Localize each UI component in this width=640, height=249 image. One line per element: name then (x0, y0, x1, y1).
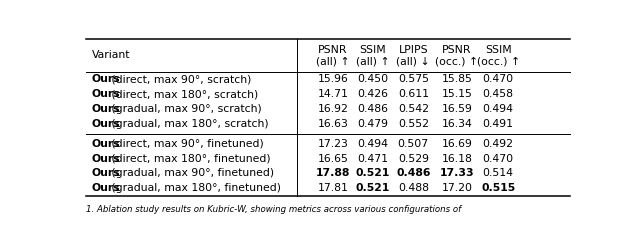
Text: Ours: Ours (92, 139, 120, 149)
Text: 17.33: 17.33 (440, 169, 474, 179)
Text: (occ.) ↑: (occ.) ↑ (477, 56, 520, 66)
Text: 0.426: 0.426 (357, 89, 388, 99)
Text: Ours: Ours (92, 104, 120, 114)
Text: Ours: Ours (92, 74, 120, 84)
Text: 0.514: 0.514 (483, 169, 514, 179)
Text: 0.494: 0.494 (483, 104, 514, 114)
Text: 0.529: 0.529 (398, 154, 429, 164)
Text: LPIPS: LPIPS (399, 45, 428, 55)
Text: (occ.) ↑: (occ.) ↑ (435, 56, 479, 66)
Text: Variant: Variant (92, 50, 131, 60)
Text: 0.552: 0.552 (398, 119, 429, 129)
Text: 0.486: 0.486 (396, 169, 431, 179)
Text: 16.34: 16.34 (442, 119, 472, 129)
Text: (direct, max 90°, finetuned): (direct, max 90°, finetuned) (108, 139, 264, 149)
Text: 0.521: 0.521 (355, 169, 390, 179)
Text: (direct, max 180°, finetuned): (direct, max 180°, finetuned) (108, 154, 271, 164)
Text: PSNR: PSNR (442, 45, 472, 55)
Text: Ours: Ours (92, 154, 120, 164)
Text: 16.65: 16.65 (317, 154, 348, 164)
Text: Ours: Ours (92, 183, 120, 193)
Text: 15.96: 15.96 (317, 74, 348, 84)
Text: 17.88: 17.88 (316, 169, 350, 179)
Text: 15.15: 15.15 (442, 89, 472, 99)
Text: 0.470: 0.470 (483, 74, 514, 84)
Text: SSIM: SSIM (484, 45, 511, 55)
Text: (direct, max 180°, scratch): (direct, max 180°, scratch) (108, 89, 259, 99)
Text: 17.20: 17.20 (442, 183, 472, 193)
Text: (gradual, max 180°, finetuned): (gradual, max 180°, finetuned) (108, 183, 281, 193)
Text: 0.471: 0.471 (357, 154, 388, 164)
Text: (gradual, max 90°, finetuned): (gradual, max 90°, finetuned) (108, 169, 275, 179)
Text: 16.18: 16.18 (442, 154, 472, 164)
Text: 0.515: 0.515 (481, 183, 515, 193)
Text: (all) ↑: (all) ↑ (316, 56, 350, 66)
Text: 0.542: 0.542 (398, 104, 429, 114)
Text: 0.458: 0.458 (483, 89, 514, 99)
Text: 0.470: 0.470 (483, 154, 514, 164)
Text: 16.63: 16.63 (317, 119, 348, 129)
Text: 1. Ablation study results on Kubric-W, showing metrics across various configurat: 1. Ablation study results on Kubric-W, s… (86, 205, 461, 214)
Text: 0.486: 0.486 (357, 104, 388, 114)
Text: SSIM: SSIM (359, 45, 386, 55)
Text: Ours: Ours (92, 119, 120, 129)
Text: Ours: Ours (92, 169, 120, 179)
Text: 16.59: 16.59 (442, 104, 472, 114)
Text: 14.71: 14.71 (317, 89, 348, 99)
Text: (all) ↓: (all) ↓ (397, 56, 430, 66)
Text: (gradual, max 180°, scratch): (gradual, max 180°, scratch) (108, 119, 269, 129)
Text: (gradual, max 90°, scratch): (gradual, max 90°, scratch) (108, 104, 262, 114)
Text: (all) ↑: (all) ↑ (356, 56, 390, 66)
Text: 0.450: 0.450 (357, 74, 388, 84)
Text: Ours: Ours (92, 89, 120, 99)
Text: PSNR: PSNR (318, 45, 348, 55)
Text: 17.81: 17.81 (317, 183, 348, 193)
Text: 0.494: 0.494 (357, 139, 388, 149)
Text: 16.69: 16.69 (442, 139, 472, 149)
Text: (direct, max 90°, scratch): (direct, max 90°, scratch) (108, 74, 252, 84)
Text: 0.488: 0.488 (398, 183, 429, 193)
Text: 15.85: 15.85 (442, 74, 472, 84)
Text: 0.521: 0.521 (355, 183, 390, 193)
Text: 17.23: 17.23 (317, 139, 348, 149)
Text: 0.611: 0.611 (398, 89, 429, 99)
Text: 0.491: 0.491 (483, 119, 514, 129)
Text: 16.92: 16.92 (317, 104, 348, 114)
Text: 0.492: 0.492 (483, 139, 514, 149)
Text: 0.507: 0.507 (397, 139, 429, 149)
Text: 0.575: 0.575 (398, 74, 429, 84)
Text: 0.479: 0.479 (357, 119, 388, 129)
